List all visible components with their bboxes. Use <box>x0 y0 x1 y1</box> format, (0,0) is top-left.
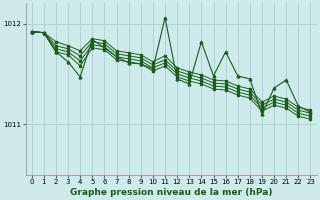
X-axis label: Graphe pression niveau de la mer (hPa): Graphe pression niveau de la mer (hPa) <box>70 188 272 197</box>
